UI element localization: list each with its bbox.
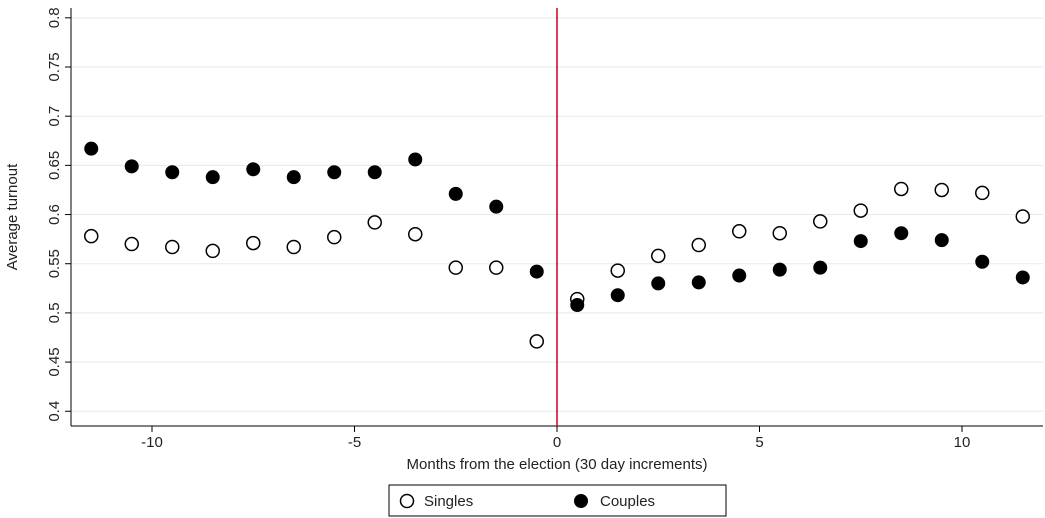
singles-point-19 [853,203,868,218]
couples-point-4 [246,162,261,177]
legend-label-singles: Singles [424,493,473,510]
singles-point-14 [651,248,666,264]
data-points [84,141,1030,349]
x-tick-label-2: 0 [553,434,561,451]
singles-point-15 [691,237,706,253]
legend-box [388,484,727,517]
singles-point-20 [894,181,909,197]
singles-point-17 [772,225,787,241]
singles-point-9 [448,260,463,275]
couples-point-11 [529,264,544,279]
couples-point-16 [732,268,747,283]
singles-point-11 [529,334,544,349]
x-tick-label-0: -10 [141,434,163,451]
y-tick-label-3: 0.55 [46,249,63,278]
legend-label-couples: Couples [600,493,655,510]
singles-point-5 [286,239,301,255]
singles-point-16 [732,224,747,239]
couples-point-12 [570,298,585,313]
singles-point-13 [610,263,625,278]
couples-point-13 [610,288,625,303]
singles-point-21 [934,182,949,198]
couples-point-14 [651,276,666,291]
singles-point-3 [205,243,220,259]
couples-point-5 [286,170,301,185]
singles-point-4 [246,235,261,251]
singles-point-8 [408,226,423,242]
singles-point-0 [84,228,99,244]
y-tick-label-0: 0.4 [46,401,63,422]
y-axis-title: Average turnout [4,163,21,270]
couples-point-3 [205,170,220,185]
x-axis-title: Months from the election (30 day increme… [407,456,708,473]
legend: Singles Couples [388,484,727,517]
y-tick-label-2: 0.5 [46,302,63,323]
couples-point-17 [772,262,787,277]
couples-point-9 [448,186,463,201]
legend-marker-singles [399,493,415,509]
singles-point-1 [124,236,139,252]
couples-point-1 [124,159,139,174]
couples-point-19 [853,234,868,249]
y-tick-label-6: 0.7 [46,106,63,127]
singles-point-18 [813,214,828,229]
couples-point-18 [813,260,828,275]
couples-point-20 [894,226,909,241]
couples-point-23 [1015,270,1030,285]
couples-point-21 [934,233,949,248]
singles-point-6 [327,229,342,245]
couples-point-10 [489,199,504,214]
axes: 0.4 0.45 0.5 0.55 0.6 0.65 0.7 0.75 0.8 -10 -5 0 5 10 [46,7,1043,451]
y-tick-label-1: 0.45 [46,347,63,376]
couples-point-8 [408,152,423,167]
legend-marker-couples [574,494,588,508]
couples-point-0 [84,141,99,156]
x-tick-label-3: 5 [755,434,763,451]
singles-point-7 [367,215,382,230]
couples-point-6 [327,165,342,180]
singles-point-2 [165,239,180,255]
y-tick-label-8: 0.8 [46,7,63,28]
y-tick-label-4: 0.6 [46,204,63,225]
x-tick-label-4: 10 [954,434,971,451]
y-tick-label-7: 0.75 [46,52,63,81]
y-tick-label-5: 0.65 [46,151,63,180]
couples-point-2 [165,165,180,180]
couples-point-22 [975,254,990,269]
x-tick-label-1: -5 [348,434,361,451]
couples-point-15 [691,275,706,290]
singles-point-10 [489,260,504,275]
singles-point-22 [975,185,990,201]
couples-point-7 [367,165,382,180]
singles-point-23 [1015,209,1030,224]
